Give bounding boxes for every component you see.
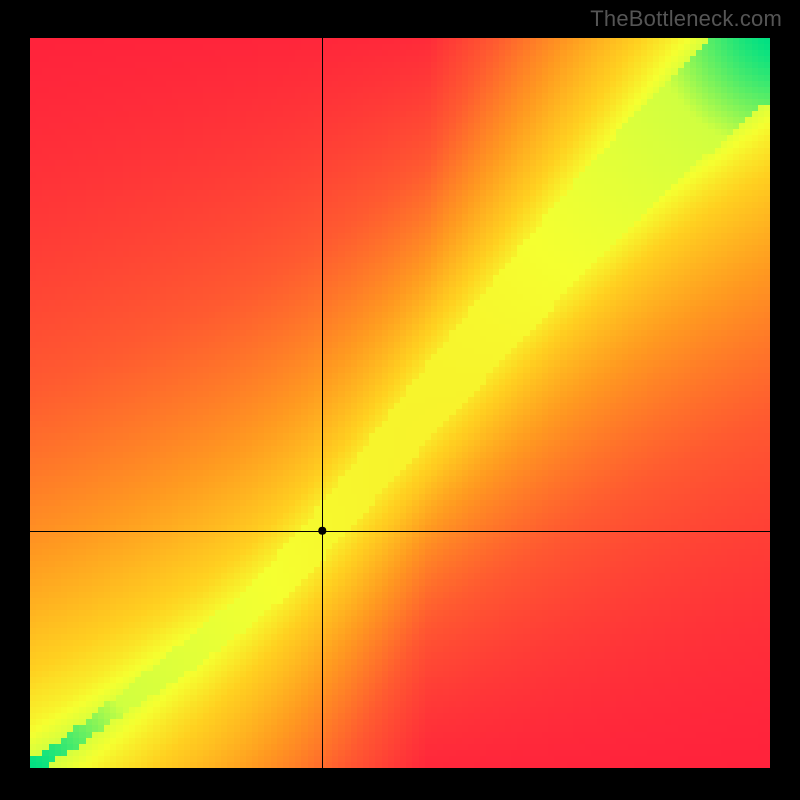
watermark-text: TheBottleneck.com: [590, 6, 782, 32]
heatmap-canvas: [30, 38, 770, 768]
heatmap-plot: [30, 38, 770, 768]
chart-frame: TheBottleneck.com: [0, 0, 800, 800]
